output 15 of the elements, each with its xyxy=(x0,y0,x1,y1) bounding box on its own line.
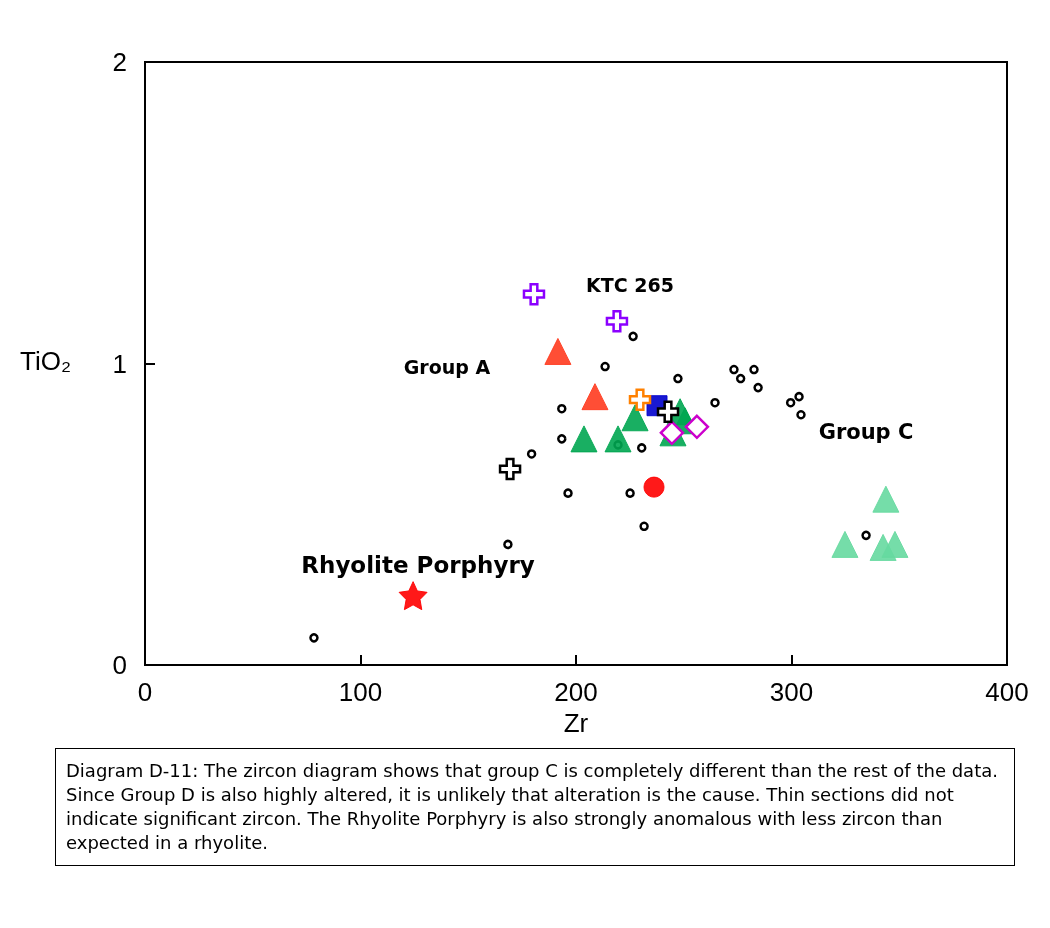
y-axis-title: TiO₂ xyxy=(20,346,72,377)
y-tick-label: 0 xyxy=(112,650,127,680)
annotation: KTC 265 xyxy=(586,274,674,296)
x-tick-label: 100 xyxy=(338,677,383,707)
text: Diagram D-11: The zircon diagram shows that group C is completely different than the rest of the data. Since Group D is also highly altered, it is unlikely that alteration is the cause. Thin sections did not indicate significant zircon. The Rhyolite Porphyry is also strongly anomalous with less zircon than expected in a rhyolite. xyxy=(55,748,1015,866)
y-tick-label: 2 xyxy=(112,47,127,77)
x-tick-label: 300 xyxy=(769,677,814,707)
annotation: Group A xyxy=(403,356,491,378)
x-tick-label: 0 xyxy=(137,677,153,707)
y-tick-label: 1 xyxy=(112,348,127,379)
x-tick-label: 200 xyxy=(554,677,598,707)
annotation: Rhyolite Porphyry xyxy=(301,552,535,578)
x-axis-title: Zr xyxy=(563,707,589,738)
annotation: Group C xyxy=(818,420,914,444)
x-tick-label: 400 xyxy=(985,677,1029,707)
